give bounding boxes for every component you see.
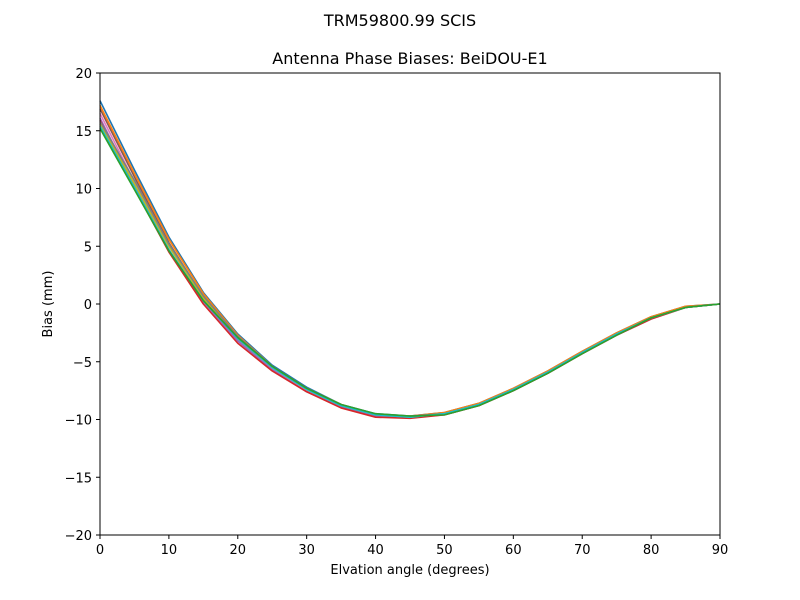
y-tick-label: −15: [65, 471, 92, 486]
x-axis: 0 10 20 30 40 50 60 70 80 90: [96, 535, 728, 558]
y-tick-label: 15: [75, 125, 92, 140]
chart-title: Antenna Phase Biases: BeiDOU-E1: [272, 49, 547, 68]
y-tick-label: 20: [75, 67, 92, 82]
x-tick-label: 90: [712, 543, 729, 558]
x-tick-label: 70: [574, 543, 591, 558]
x-tick-label: 40: [367, 543, 384, 558]
x-tick-label: 60: [505, 543, 522, 558]
x-tick-label: 30: [298, 543, 315, 558]
y-tick-label: 10: [75, 183, 92, 198]
x-tick-label: 0: [96, 543, 104, 558]
x-tick-label: 50: [436, 543, 453, 558]
y-tick-label: −5: [73, 356, 92, 371]
y-axis-label: Bias (mm): [41, 271, 56, 338]
y-axis: −20 −15 −10 −5 0 5 10 15 20: [65, 67, 100, 544]
series-line-10: [99, 128, 721, 417]
x-axis-label: Elvation angle (degrees): [330, 563, 489, 578]
series-group: [99, 100, 721, 420]
x-tick-label: 80: [643, 543, 660, 558]
x-tick-label: 20: [230, 543, 247, 558]
y-tick-label: 0: [84, 298, 92, 313]
chart-suptitle: TRM59800.99 SCIS: [323, 11, 476, 30]
x-tick-label: 10: [161, 543, 178, 558]
y-tick-label: 5: [84, 240, 92, 255]
y-tick-label: −10: [65, 414, 92, 429]
plot-frame: [99, 72, 721, 536]
y-tick-label: −20: [65, 529, 92, 544]
